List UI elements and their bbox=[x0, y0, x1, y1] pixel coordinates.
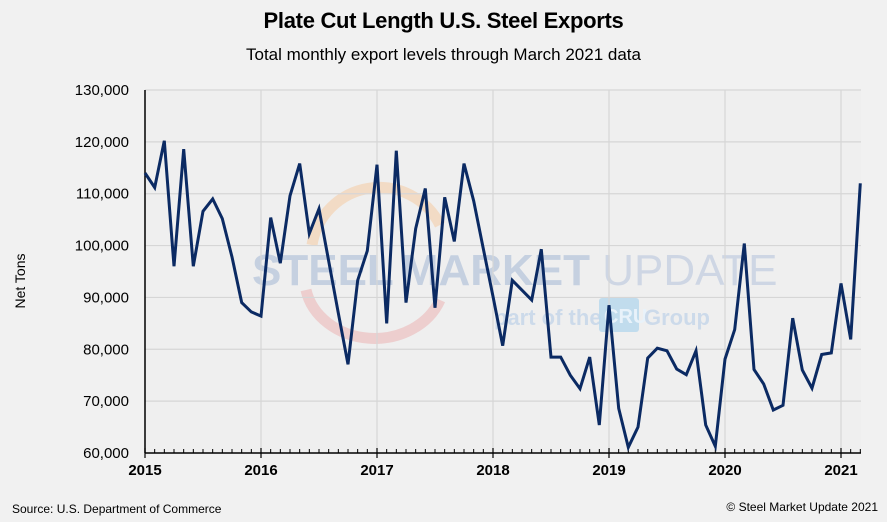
x-tick-label: 2020 bbox=[708, 462, 741, 479]
x-tick-label: 2019 bbox=[592, 462, 625, 479]
y-tick-label: 100,000 bbox=[75, 238, 129, 255]
x-tick-label: 2017 bbox=[360, 462, 393, 479]
copyright-note: © Steel Market Update 2021 bbox=[726, 500, 878, 514]
x-tick-label: 2021 bbox=[824, 462, 857, 479]
x-tick-label: 2015 bbox=[128, 462, 161, 479]
watermark-cru: CRU bbox=[604, 306, 647, 328]
chart-title: Plate Cut Length U.S. Steel Exports bbox=[263, 8, 624, 33]
series-line bbox=[143, 140, 862, 452]
x-tick-label: 2018 bbox=[476, 462, 509, 479]
y-tick-label: 120,000 bbox=[75, 134, 129, 151]
y-tick-label: 70,000 bbox=[83, 393, 129, 410]
watermark-swoosh-bottom bbox=[300, 288, 446, 344]
y-tick-label: 90,000 bbox=[83, 289, 129, 306]
watermark-group: Group bbox=[644, 305, 710, 330]
chart-subtitle: Total monthly export levels through Marc… bbox=[245, 45, 641, 64]
source-note: Source: U.S. Department of Commerce bbox=[12, 502, 222, 516]
y-tick-label: 60,000 bbox=[83, 445, 129, 462]
y-tick-label: 110,000 bbox=[76, 186, 129, 203]
y-tick-label: 80,000 bbox=[83, 341, 129, 358]
x-tick-label: 2016 bbox=[244, 462, 277, 479]
y-tick-label: 130,000 bbox=[75, 82, 129, 99]
